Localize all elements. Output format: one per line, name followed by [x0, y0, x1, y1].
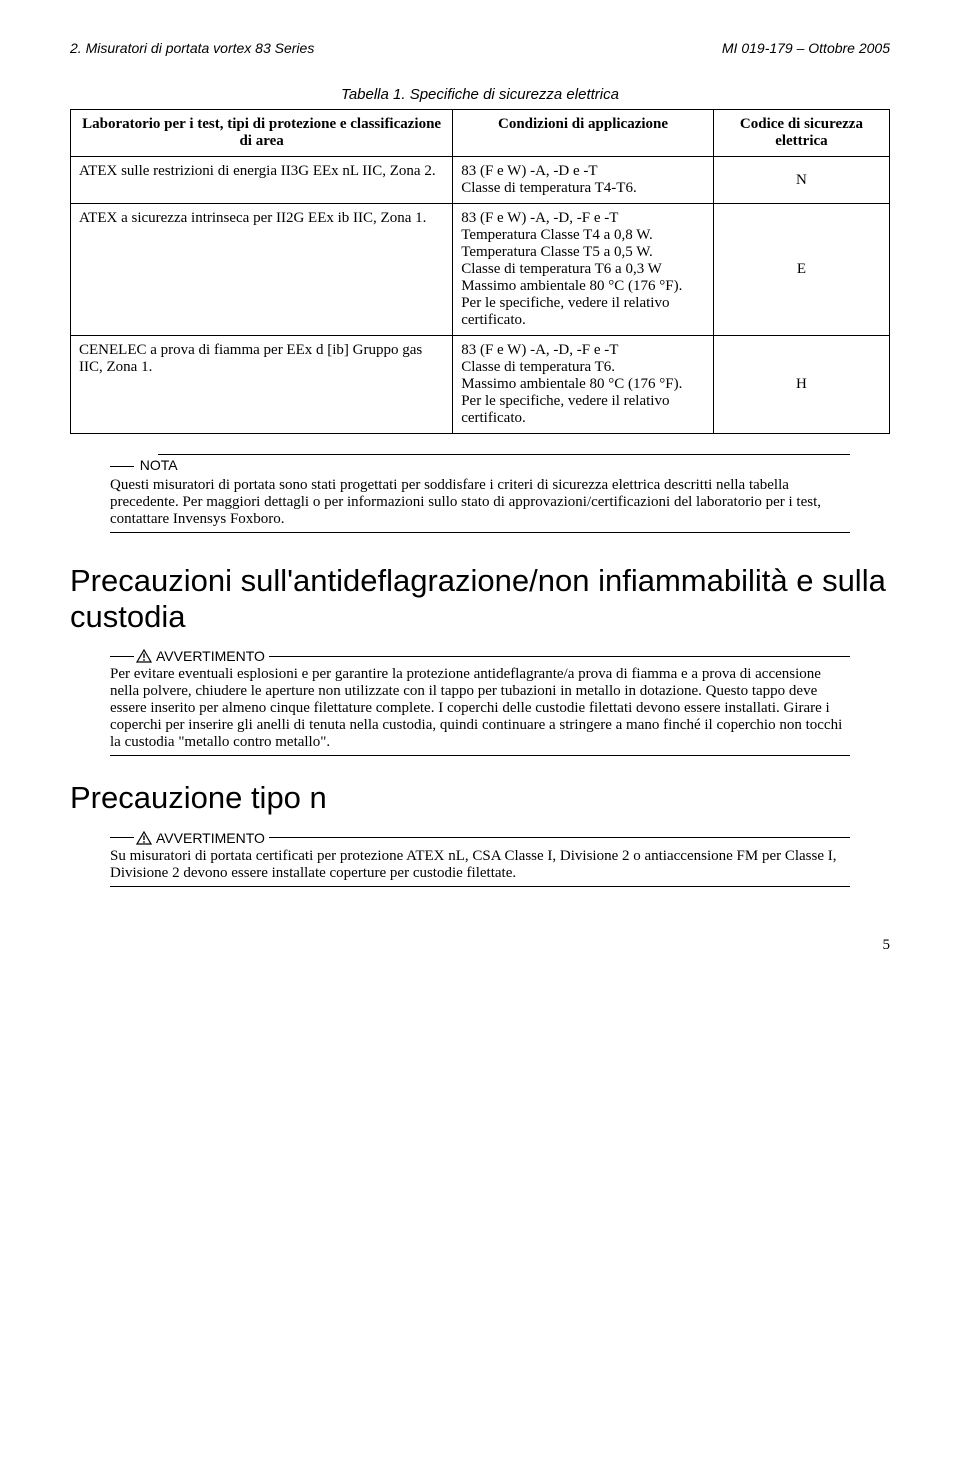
warning-label: AVVERTIMENTO	[156, 830, 265, 846]
nota-text: Questi misuratori di portata sono stati …	[110, 477, 850, 528]
warning-label: AVVERTIMENTO	[156, 648, 265, 664]
section-title-1: Precauzioni sull'antideflagrazione/non i…	[70, 563, 890, 634]
col-header-cond: Condizioni di applicazione	[453, 110, 714, 157]
nota-dash	[110, 466, 134, 467]
page-number: 5	[70, 937, 890, 954]
warn-rule	[269, 837, 850, 838]
nota-top-rule	[158, 454, 850, 455]
col-header-lab: Laboratorio per i test, tipi di protezio…	[71, 110, 453, 157]
warning-icon	[136, 831, 152, 845]
warning-block-2: AVVERTIMENTO Su misuratori di portata ce…	[110, 830, 850, 887]
section-title-2: Precauzione tipo n	[70, 780, 890, 816]
cell-lab: CENELEC a prova di fiamma per EEx d [ib]…	[71, 336, 453, 434]
warning-header: AVVERTIMENTO	[110, 648, 850, 664]
cell-lab: ATEX a sicurezza intrinseca per II2G EEx…	[71, 204, 453, 336]
cell-code: N	[713, 157, 889, 204]
warn-rule	[269, 656, 850, 657]
nota-label: NOTA	[140, 457, 178, 473]
cell-cond: 83 (F e W) -A, -D, -F e -T Classe di tem…	[453, 336, 714, 434]
table-header-row: Laboratorio per i test, tipi di protezio…	[71, 110, 890, 157]
table-caption: Tabella 1. Specifiche di sicurezza elett…	[70, 86, 890, 103]
cell-code: H	[713, 336, 889, 434]
warn-dash	[110, 656, 134, 657]
warning-block-1: AVVERTIMENTO Per evitare eventuali esplo…	[110, 648, 850, 756]
table-row: CENELEC a prova di fiamma per EEx d [ib]…	[71, 336, 890, 434]
warning-header: AVVERTIMENTO	[110, 830, 850, 846]
nota-block: NOTA Questi misuratori di portata sono s…	[110, 454, 850, 533]
warning-icon	[136, 649, 152, 663]
warning-text: Su misuratori di portata certificati per…	[110, 848, 850, 882]
header-left: 2. Misuratori di portata vortex 83 Serie…	[70, 40, 314, 56]
cell-lab: ATEX sulle restrizioni di energia II3G E…	[71, 157, 453, 204]
spec-table: Laboratorio per i test, tipi di protezio…	[70, 109, 890, 434]
cell-cond: 83 (F e W) -A, -D e -T Classe di tempera…	[453, 157, 714, 204]
cell-code: E	[713, 204, 889, 336]
nota-bottom-rule	[110, 532, 850, 533]
table-row: ATEX a sicurezza intrinseca per II2G EEx…	[71, 204, 890, 336]
warn-dash	[110, 837, 134, 838]
warn-bottom-rule	[110, 886, 850, 887]
warn-bottom-rule	[110, 755, 850, 756]
cell-cond: 83 (F e W) -A, -D, -F e -T Temperatura C…	[453, 204, 714, 336]
page-header: 2. Misuratori di portata vortex 83 Serie…	[70, 40, 890, 56]
warning-text: Per evitare eventuali esplosioni e per g…	[110, 666, 850, 751]
header-right: MI 019-179 – Ottobre 2005	[722, 40, 890, 56]
table-row: ATEX sulle restrizioni di energia II3G E…	[71, 157, 890, 204]
col-header-code: Codice di sicurezza elettrica	[713, 110, 889, 157]
